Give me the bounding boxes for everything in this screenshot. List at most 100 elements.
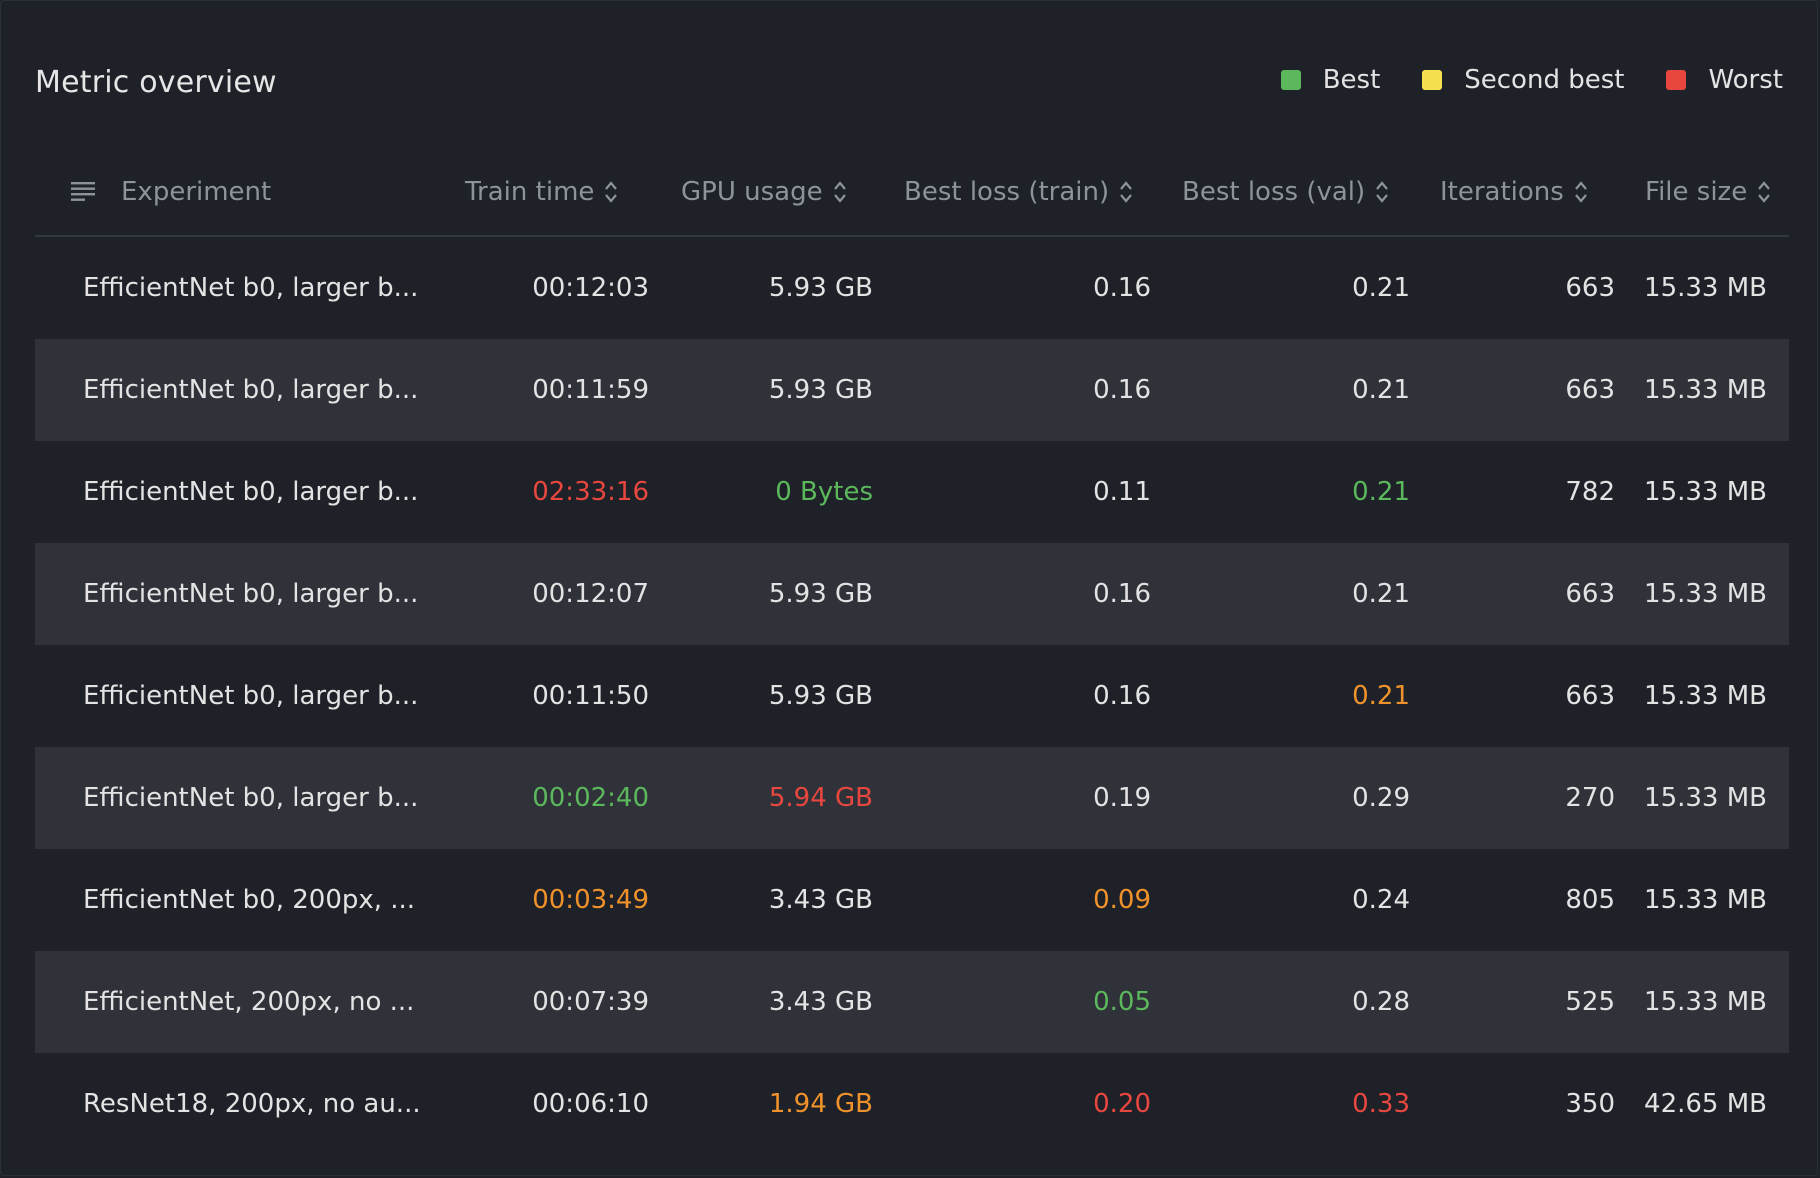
sort-icon[interactable]	[1574, 179, 1588, 205]
best-loss-val-cell: 0.24	[1352, 885, 1410, 915]
best-loss-train-cell: 0.09	[1093, 885, 1151, 915]
table-row[interactable]: EfficientNet b0, larger b... 02:33:16 0 …	[35, 441, 1789, 543]
legend-item-second-best: Second best	[1422, 65, 1624, 95]
best-loss-train-cell: 0.19	[1093, 783, 1151, 813]
best-loss-val-cell: 0.21	[1352, 579, 1410, 609]
best-loss-train-cell: 0.16	[1093, 579, 1151, 609]
table-row[interactable]: EfficientNet, 200px, no ... 00:07:39 3.4…	[35, 951, 1789, 1053]
train-time-cell: 00:02:40	[532, 783, 649, 813]
experiment-name: EfficientNet b0, larger b...	[83, 681, 419, 711]
table-row[interactable]: EfficientNet b0, larger b... 00:11:50 5.…	[35, 645, 1789, 747]
train-time-cell: 00:12:03	[532, 273, 649, 303]
column-header-iterations[interactable]: Iterations	[1440, 149, 1588, 235]
file-size-cell: 15.33 MB	[1644, 477, 1767, 507]
experiment-cell[interactable]: EfficientNet b0, larger b...	[67, 339, 418, 441]
train-time-cell: 00:11:50	[532, 681, 649, 711]
gpu-usage-cell: 5.93 GB	[768, 273, 873, 303]
column-label-experiment: Experiment	[121, 177, 272, 207]
best-loss-val-cell: 0.21	[1352, 273, 1410, 303]
sort-icon[interactable]	[604, 179, 618, 205]
experiment-name: EfficientNet b0, 200px, ...	[83, 885, 416, 915]
iterations-cell: 350	[1565, 1089, 1615, 1119]
experiment-name: EfficientNet, 200px, no ...	[83, 987, 415, 1017]
file-size-cell: 15.33 MB	[1644, 987, 1767, 1017]
iterations-cell: 782	[1565, 477, 1615, 507]
experiment-name: EfficientNet b0, larger b...	[83, 579, 419, 609]
best-loss-val-cell: 0.29	[1352, 783, 1410, 813]
best-loss-train-cell: 0.20	[1093, 1089, 1151, 1119]
file-size-cell: 15.33 MB	[1644, 681, 1767, 711]
best-loss-train-cell: 0.16	[1093, 273, 1151, 303]
table-body: EfficientNet b0, larger b... 00:12:03 5.…	[35, 237, 1789, 1155]
experiment-name: EfficientNet b0, larger b...	[83, 375, 419, 405]
column-header-best-loss-val[interactable]: Best loss (val)	[1182, 149, 1389, 235]
column-header-gpu-usage[interactable]: GPU usage	[681, 149, 847, 235]
best-loss-train-cell: 0.11	[1093, 477, 1151, 507]
sort-icon[interactable]	[1757, 179, 1771, 205]
metrics-table: Experiment Train time GPU usage Best los…	[35, 149, 1789, 1155]
column-label-best-loss-val: Best loss (val)	[1182, 177, 1366, 207]
column-header-experiment[interactable]: Experiment	[71, 149, 271, 235]
file-size-cell: 15.33 MB	[1644, 579, 1767, 609]
legend-label-best: Best	[1322, 65, 1381, 95]
experiment-cell[interactable]: EfficientNet, 200px, no ...	[67, 951, 414, 1053]
experiment-cell[interactable]: EfficientNet b0, larger b...	[67, 543, 418, 645]
column-header-train-time[interactable]: Train time	[465, 149, 618, 235]
experiment-cell[interactable]: EfficientNet b0, larger b...	[67, 747, 418, 849]
column-label-best-loss-train: Best loss (train)	[904, 177, 1110, 207]
gpu-usage-cell: 5.93 GB	[768, 579, 873, 609]
legend-swatch-best	[1280, 70, 1301, 90]
table-row[interactable]: EfficientNet b0, 200px, ... 00:03:49 3.4…	[35, 849, 1789, 951]
file-size-cell: 15.33 MB	[1644, 783, 1767, 813]
legend-label-second-best: Second best	[1464, 65, 1625, 95]
best-loss-train-cell: 0.16	[1093, 681, 1151, 711]
best-loss-val-cell: 0.28	[1352, 987, 1410, 1017]
experiment-cell[interactable]: EfficientNet b0, larger b...	[67, 441, 418, 543]
gpu-usage-cell: 5.93 GB	[768, 681, 873, 711]
column-label-file-size: File size	[1645, 177, 1748, 207]
column-label-gpu-usage: GPU usage	[681, 177, 823, 207]
legend-item-best: Best	[1280, 65, 1381, 95]
iterations-cell: 663	[1565, 375, 1615, 405]
iterations-cell: 805	[1565, 885, 1615, 915]
gpu-usage-cell: 1.94 GB	[768, 1089, 873, 1119]
experiment-cell[interactable]: EfficientNet b0, 200px, ...	[67, 849, 415, 951]
file-size-cell: 42.65 MB	[1644, 1089, 1767, 1119]
iterations-cell: 663	[1565, 579, 1615, 609]
sort-icon[interactable]	[1375, 179, 1389, 205]
iterations-cell: 270	[1565, 783, 1615, 813]
legend-item-worst: Worst	[1666, 65, 1783, 95]
file-size-cell: 15.33 MB	[1644, 375, 1767, 405]
column-header-file-size[interactable]: File size	[1645, 149, 1771, 235]
gpu-usage-cell: 5.93 GB	[768, 375, 873, 405]
iterations-cell: 525	[1565, 987, 1615, 1017]
iterations-cell: 663	[1565, 681, 1615, 711]
experiment-cell[interactable]: EfficientNet b0, larger b...	[67, 645, 418, 747]
experiment-name: EfficientNet b0, larger b...	[83, 477, 419, 507]
legend-label-worst: Worst	[1708, 65, 1783, 95]
table-row[interactable]: EfficientNet b0, larger b... 00:11:59 5.…	[35, 339, 1789, 441]
experiment-cell[interactable]: ResNet18, 200px, no au...	[67, 1053, 421, 1155]
experiment-name: EfficientNet b0, larger b...	[83, 273, 419, 303]
table-row[interactable]: EfficientNet b0, larger b... 00:02:40 5.…	[35, 747, 1789, 849]
experiment-name: EfficientNet b0, larger b...	[83, 783, 419, 813]
column-header-best-loss-train[interactable]: Best loss (train)	[904, 149, 1133, 235]
experiment-cell[interactable]: EfficientNet b0, larger b...	[67, 237, 418, 339]
column-list-icon[interactable]	[71, 181, 97, 203]
gpu-usage-cell: 5.94 GB	[768, 783, 873, 813]
best-loss-val-cell: 0.21	[1352, 375, 1410, 405]
file-size-cell: 15.33 MB	[1644, 273, 1767, 303]
column-label-iterations: Iterations	[1440, 177, 1564, 207]
experiment-name: ResNet18, 200px, no au...	[83, 1089, 421, 1119]
table-row[interactable]: ResNet18, 200px, no au... 00:06:10 1.94 …	[35, 1053, 1789, 1155]
table-row[interactable]: EfficientNet b0, larger b... 00:12:03 5.…	[35, 237, 1789, 339]
sort-icon[interactable]	[1119, 179, 1133, 205]
gpu-usage-cell: 3.43 GB	[768, 885, 873, 915]
train-time-cell: 00:03:49	[532, 885, 649, 915]
train-time-cell: 00:06:10	[532, 1089, 649, 1119]
sort-icon[interactable]	[833, 179, 847, 205]
gpu-usage-cell: 3.43 GB	[768, 987, 873, 1017]
best-loss-val-cell: 0.21	[1352, 681, 1410, 711]
table-row[interactable]: EfficientNet b0, larger b... 00:12:07 5.…	[35, 543, 1789, 645]
